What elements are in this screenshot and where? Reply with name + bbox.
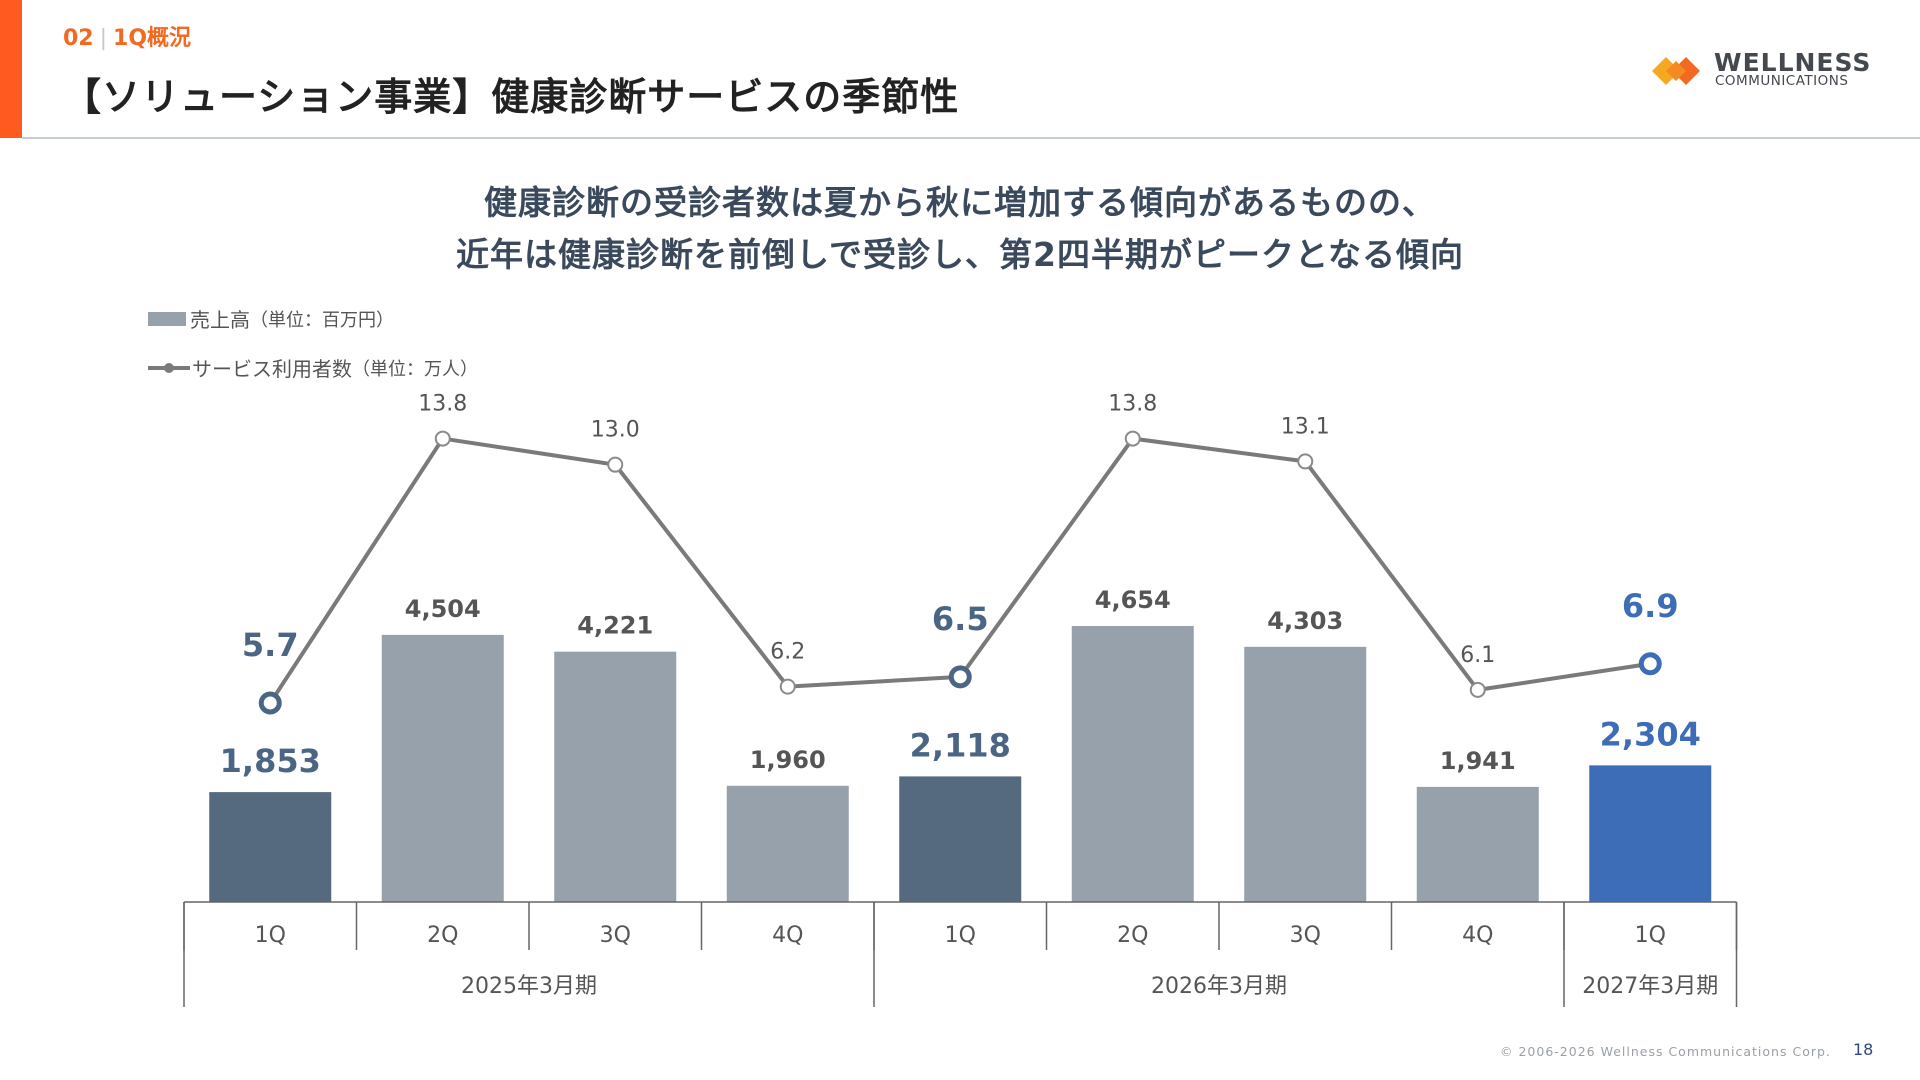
logo-subtitle: COMMUNICATIONS	[1715, 73, 1849, 89]
bar-3	[554, 651, 677, 902]
bar-9	[1589, 765, 1712, 902]
accent-bar	[0, 0, 22, 138]
line-point-9	[1638, 652, 1662, 676]
bar-value-label-9: 2,304	[1600, 715, 1701, 753]
bar-value-label-4: 1,960	[750, 746, 826, 774]
category-label-6: 2Q	[1117, 923, 1148, 948]
line-value-label-3: 13.0	[591, 418, 640, 443]
bar-2	[381, 634, 504, 902]
legend-bar-swatch	[148, 311, 186, 326]
legend-line-label: サービス利用者数	[192, 357, 352, 381]
line-point-5	[948, 665, 972, 689]
line-value-label-9: 6.9	[1622, 587, 1679, 625]
line-value-label-2: 13.8	[418, 392, 467, 417]
line-point-8	[1469, 681, 1486, 698]
bar-5	[899, 776, 1022, 902]
legend-bar-label: 売上高	[190, 308, 250, 332]
category-label-8: 4Q	[1462, 923, 1493, 948]
line-point-6	[1124, 430, 1141, 447]
legend-bar-unit: （単位：百万円）	[250, 309, 394, 331]
line-value-label-8: 6.1	[1460, 643, 1495, 668]
bar-value-label-7: 4,303	[1267, 607, 1343, 635]
page-number: 18	[1853, 1040, 1874, 1059]
bar-7	[1244, 646, 1367, 902]
line-point-1	[258, 691, 282, 715]
legend-line-unit: （単位：万人）	[352, 358, 478, 380]
bar-4	[726, 785, 849, 902]
headline-line-1: 健康診断の受診者数は夏から秋に増加する傾向があるものの、	[484, 183, 1436, 222]
legend-line-marker	[148, 362, 190, 373]
bar-value-label-6: 4,654	[1095, 586, 1171, 614]
group-label-3: 2027年3月期	[1582, 974, 1718, 999]
category-label-2: 2Q	[427, 923, 458, 948]
bar-value-label-3: 4,221	[577, 612, 653, 640]
bar-8	[1416, 786, 1539, 902]
line-value-label-7: 13.1	[1281, 414, 1330, 439]
category-label-1: 1Q	[255, 923, 286, 948]
legend-bar: 売上高 （単位：百万円）	[148, 304, 394, 333]
group-label-2: 2026年3月期	[1151, 974, 1287, 999]
bar-6	[1071, 626, 1194, 902]
category-label-3: 3Q	[600, 923, 631, 948]
section-label: 02 | 1Q概況	[63, 26, 192, 51]
bar-value-label-5: 2,118	[910, 726, 1011, 764]
line-point-2	[434, 430, 451, 447]
line-point-3	[607, 456, 624, 473]
page-title: 【ソリューション事業】健康診断サービスの季節性	[63, 75, 960, 119]
copyright: © 2006-2026 Wellness Communications Corp…	[1500, 1044, 1831, 1059]
category-label-4: 4Q	[772, 923, 803, 948]
bar-value-label-1: 1,853	[220, 742, 321, 780]
category-label-5: 1Q	[945, 923, 976, 948]
logo-icon	[1652, 57, 1700, 85]
line-point-7	[1297, 453, 1314, 470]
logo-wordmark: WELLNESS	[1714, 48, 1872, 77]
line-point-4	[779, 678, 796, 695]
group-label-1: 2025年3月期	[461, 974, 597, 999]
headline-line-2: 近年は健康診断を前倒しで受診し、第2四半期がピークとなる傾向	[456, 235, 1464, 274]
line-value-label-6: 13.8	[1108, 392, 1157, 417]
line-value-label-4: 6.2	[770, 640, 805, 665]
line-value-label-1: 5.7	[242, 626, 299, 664]
header-divider	[22, 137, 1920, 139]
bar-1	[209, 792, 332, 902]
bar-value-label-2: 4,504	[405, 595, 481, 623]
line-value-label-5: 6.5	[932, 600, 989, 638]
legend-line: サービス利用者数 （単位：万人）	[148, 353, 478, 382]
category-label-7: 3Q	[1290, 923, 1321, 948]
category-label-9: 1Q	[1635, 923, 1666, 948]
bar-value-label-8: 1,941	[1440, 747, 1516, 775]
